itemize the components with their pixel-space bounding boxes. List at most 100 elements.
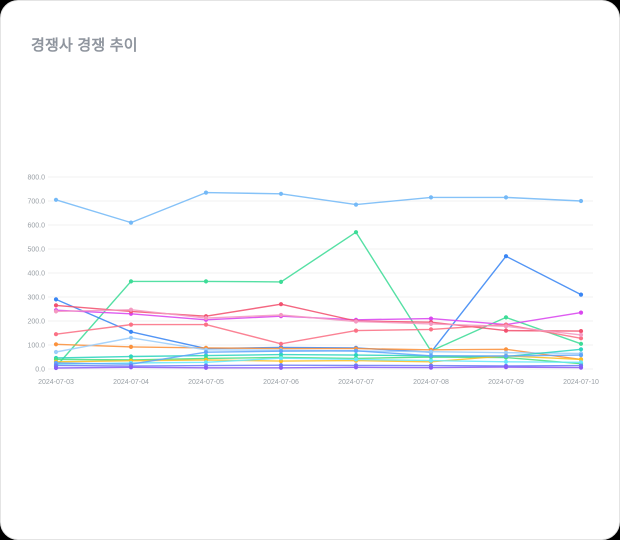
data-point-light-pink[interactable] (428, 321, 434, 326)
data-point-blue[interactable] (503, 254, 509, 259)
data-point-light-blue[interactable] (428, 349, 434, 354)
data-point-amber[interactable] (578, 357, 584, 362)
data-point-orange[interactable] (128, 344, 134, 349)
data-point-salmon[interactable] (353, 328, 359, 333)
data-point-red[interactable] (578, 329, 584, 334)
data-point-teal[interactable] (578, 347, 584, 352)
data-point-sky-blue[interactable] (278, 191, 284, 196)
data-point-cyan[interactable] (203, 360, 209, 365)
x-tick-label: 2024-07-08 (413, 379, 449, 386)
data-point-blue-2[interactable] (503, 353, 509, 359)
series-line-red (55, 303, 582, 332)
x-tick-label: 2024-07-05 (188, 379, 224, 386)
data-point-spring-green[interactable] (353, 230, 359, 235)
data-point-violet[interactable] (353, 365, 359, 370)
data-point-sky-blue[interactable] (53, 197, 59, 202)
x-tick-label: 2024-07-07 (338, 379, 374, 386)
series-line-salmon (55, 323, 582, 345)
data-point-amber[interactable] (278, 359, 284, 364)
data-point-teal[interactable] (128, 354, 134, 359)
data-point-spring-green[interactable] (128, 279, 134, 284)
data-point-sky-blue[interactable] (203, 190, 209, 195)
data-point-light-pink[interactable] (128, 307, 134, 312)
data-point-salmon[interactable] (53, 332, 59, 337)
data-point-violet[interactable] (278, 365, 284, 370)
data-point-orange[interactable] (503, 347, 509, 352)
y-tick-label: 100.0 (27, 343, 45, 350)
data-point-blue[interactable] (53, 297, 59, 302)
y-tick-label: 500.0 (27, 247, 45, 254)
data-point-light-blue[interactable] (503, 350, 509, 355)
series-line-orange (55, 343, 582, 361)
data-point-blue-2[interactable] (203, 350, 209, 355)
data-point-blue-2[interactable] (278, 349, 284, 354)
data-point-salmon[interactable] (428, 327, 434, 332)
y-tick-label: 600.0 (27, 223, 45, 230)
data-point-cyan[interactable] (503, 359, 509, 364)
series-line-light-pink (55, 309, 582, 336)
data-point-light-pink[interactable] (578, 332, 584, 337)
data-point-violet[interactable] (428, 365, 434, 370)
data-point-salmon[interactable] (278, 341, 284, 346)
data-point-light-pink[interactable] (203, 316, 209, 321)
x-tick-label: 2024-07-09 (488, 379, 524, 386)
series-line-violet (55, 366, 582, 369)
data-point-spring-green[interactable] (578, 341, 584, 346)
data-point-sky-blue[interactable] (128, 220, 134, 225)
data-point-magenta[interactable] (428, 316, 434, 321)
data-point-sky-blue[interactable] (428, 195, 434, 200)
data-point-teal[interactable] (353, 353, 359, 358)
x-tick-label: 2024-07-04 (113, 379, 149, 386)
y-tick-label: 0.0 (35, 367, 45, 374)
data-point-cyan[interactable] (428, 358, 434, 363)
y-tick-label: 300.0 (27, 295, 45, 302)
data-point-blue[interactable] (128, 329, 134, 334)
data-point-sky-blue[interactable] (578, 198, 584, 204)
chart-title: 경쟁사 경쟁 추이 (31, 37, 138, 54)
data-point-orange[interactable] (53, 342, 59, 347)
data-point-teal[interactable] (278, 352, 284, 357)
data-point-red[interactable] (53, 303, 59, 308)
data-point-violet[interactable] (128, 365, 134, 370)
data-point-sky-blue[interactable] (503, 195, 509, 200)
data-point-light-blue[interactable] (128, 335, 134, 340)
y-tick-label: 700.0 (27, 199, 45, 206)
x-tick-label: 2024-07-03 (38, 379, 74, 386)
data-point-salmon[interactable] (128, 322, 134, 327)
data-point-violet[interactable] (578, 365, 584, 370)
data-point-light-pink[interactable] (503, 324, 509, 329)
data-point-blue[interactable] (578, 292, 584, 297)
data-point-red[interactable] (278, 302, 284, 307)
data-point-blue-2[interactable] (353, 348, 359, 353)
data-point-cyan[interactable] (578, 360, 584, 365)
data-point-blue-2[interactable] (428, 353, 434, 358)
data-point-spring-green[interactable] (278, 279, 284, 284)
data-point-sky-blue[interactable] (353, 202, 359, 207)
data-point-violet[interactable] (503, 365, 509, 370)
series-line-blue-2 (55, 350, 582, 365)
y-tick-label: 400.0 (27, 271, 45, 278)
data-point-cyan[interactable] (278, 356, 284, 361)
data-point-light-pink[interactable] (53, 309, 59, 314)
y-tick-label: 200.0 (27, 319, 45, 326)
series-line-amber (55, 355, 582, 363)
x-tick-label: 2024-07-10 (563, 379, 599, 386)
data-point-spring-green[interactable] (203, 279, 209, 284)
data-point-magenta[interactable] (578, 310, 584, 315)
x-tick-label: 2024-07-06 (263, 379, 299, 386)
data-point-cyan[interactable] (353, 357, 359, 362)
data-point-red[interactable] (503, 328, 509, 333)
data-point-light-pink[interactable] (278, 312, 284, 318)
data-point-light-blue[interactable] (53, 349, 59, 355)
data-point-salmon[interactable] (578, 336, 584, 341)
data-point-violet[interactable] (203, 365, 209, 370)
series-line-indigo (55, 364, 582, 367)
data-point-light-pink[interactable] (353, 319, 359, 324)
series-line-blue (55, 255, 582, 353)
data-point-salmon[interactable] (203, 322, 209, 327)
data-point-blue-2[interactable] (578, 353, 584, 358)
data-point-violet[interactable] (53, 365, 59, 371)
data-point-spring-green[interactable] (503, 315, 509, 320)
